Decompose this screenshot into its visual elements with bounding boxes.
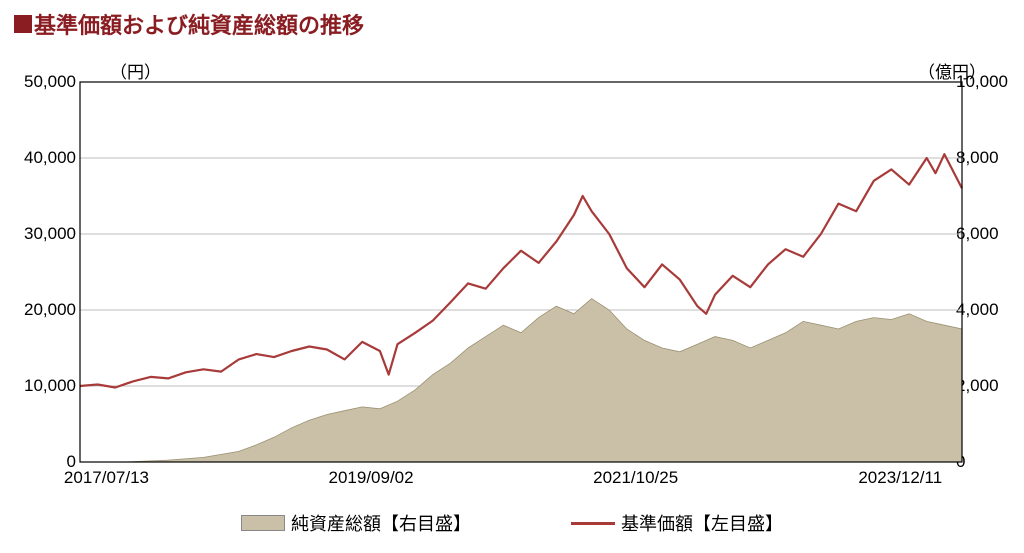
x-tick: 2023/12/11 [858,468,942,488]
x-axis-labels: 2017/07/132019/09/022021/10/252023/12/11 [80,468,962,492]
chart-legend: 純資産総額【右目盛】 基準価額【左目盛】 [0,510,1024,536]
y-right-tick: 0 [956,452,1024,472]
y-left-tick: 50,000 [0,72,76,92]
y-left-tick: 30,000 [0,224,76,244]
legend-line-label: 基準価額【左目盛】 [621,510,783,536]
legend-line-swatch [571,522,615,525]
chart-plot-area [80,82,962,462]
y-left-tick: 20,000 [0,300,76,320]
x-tick: 2019/09/02 [329,468,414,488]
chart-title-row: 基準価額および純資産総額の推移 [14,8,364,40]
y-left-tick: 40,000 [0,148,76,168]
y-right-tick: 6,000 [956,224,1024,244]
y-left-axis-labels: 010,00020,00030,00040,00050,000 [0,82,76,462]
y-right-tick: 4,000 [956,300,1024,320]
legend-item-line: 基準価額【左目盛】 [571,510,783,536]
x-tick: 2017/07/13 [64,468,149,488]
legend-item-area: 純資産総額【右目盛】 [241,510,471,536]
title-square-icon [14,15,32,33]
legend-area-label: 純資産総額【右目盛】 [291,510,471,536]
chart-svg [80,82,962,462]
legend-area-swatch [241,515,285,531]
x-tick: 2021/10/25 [593,468,678,488]
chart-title: 基準価額および純資産総額の推移 [34,8,364,40]
area-series-path [80,299,962,462]
y-right-tick: 10,000 [956,72,1024,92]
y-left-tick: 10,000 [0,376,76,396]
y-right-tick: 8,000 [956,148,1024,168]
y-right-tick: 2,000 [956,376,1024,396]
left-axis-unit: （円） [110,58,161,83]
